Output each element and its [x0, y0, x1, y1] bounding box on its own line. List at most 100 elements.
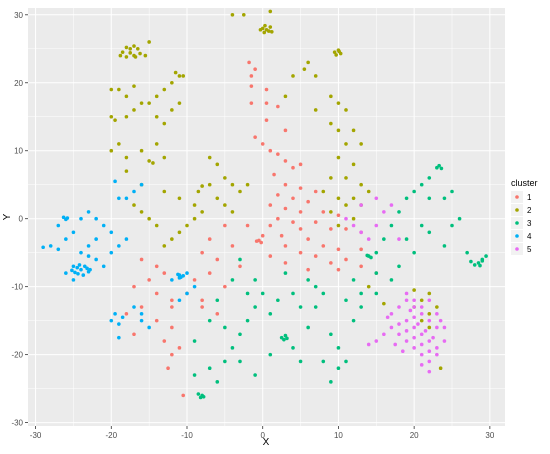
data-point-cluster-2	[109, 87, 114, 92]
data-point-cluster-2	[270, 29, 274, 34]
data-point-cluster-2	[427, 325, 432, 330]
data-point-cluster-2	[268, 9, 273, 14]
data-point-cluster-1	[306, 237, 310, 241]
data-point-cluster-4	[177, 298, 182, 303]
data-point-cluster-3	[437, 163, 441, 168]
data-point-cluster-2	[124, 155, 129, 160]
data-point-cluster-1	[247, 60, 251, 65]
data-point-cluster-4	[64, 271, 68, 275]
data-point-cluster-1	[177, 346, 182, 350]
data-point-cluster-2	[351, 216, 356, 221]
data-point-cluster-5	[374, 339, 379, 343]
plot-panel	[28, 8, 505, 426]
data-point-cluster-2	[382, 301, 386, 306]
data-point-cluster-2	[332, 50, 337, 54]
data-point-cluster-2	[147, 216, 151, 221]
data-point-cluster-2	[124, 55, 129, 59]
data-point-cluster-2	[124, 114, 129, 119]
data-point-cluster-4	[192, 284, 197, 289]
data-point-cluster-1	[268, 148, 273, 153]
data-point-cluster-4	[124, 196, 129, 201]
data-point-cluster-2	[139, 148, 144, 153]
data-point-cluster-4	[56, 223, 61, 228]
data-point-cluster-5	[412, 346, 416, 350]
data-point-cluster-1	[279, 233, 284, 238]
data-point-cluster-4	[120, 315, 125, 320]
data-point-cluster-2	[132, 108, 136, 112]
data-point-cluster-3	[253, 278, 257, 282]
data-point-cluster-1	[283, 159, 288, 163]
data-point-cluster-1	[215, 257, 220, 262]
data-point-cluster-2	[147, 101, 151, 105]
data-point-cluster-2	[154, 142, 159, 146]
data-point-cluster-1	[313, 220, 318, 224]
data-point-cluster-5	[435, 352, 439, 357]
data-point-cluster-4	[113, 312, 117, 316]
data-point-cluster-5	[412, 298, 416, 303]
data-point-cluster-1	[291, 165, 295, 170]
data-point-cluster-2	[334, 53, 338, 57]
legend-key-cluster-3	[515, 221, 519, 225]
data-point-cluster-3	[207, 366, 212, 371]
data-point-cluster-4	[117, 244, 121, 248]
data-point-cluster-4	[71, 230, 76, 235]
data-point-cluster-3	[268, 352, 273, 357]
data-point-cluster-4	[65, 216, 70, 220]
data-point-cluster-4	[64, 237, 68, 241]
data-point-cluster-2	[128, 51, 133, 55]
data-point-cluster-1	[283, 261, 288, 265]
data-point-cluster-2	[344, 176, 348, 180]
data-point-cluster-1	[298, 250, 303, 255]
data-point-cluster-2	[419, 298, 424, 303]
data-point-cluster-5	[435, 325, 439, 330]
data-point-cluster-4	[117, 335, 121, 340]
data-point-cluster-3	[201, 394, 206, 399]
data-point-cluster-4	[94, 237, 98, 241]
y-axis-ticks: -30 -20 -10 0 10 20 30	[11, 11, 28, 428]
data-point-cluster-2	[215, 162, 220, 167]
data-point-cluster-1	[313, 189, 318, 194]
data-point-cluster-2	[359, 182, 363, 187]
data-point-cluster-3	[291, 346, 295, 350]
data-point-cluster-5	[427, 318, 432, 323]
data-point-cluster-3	[476, 261, 481, 265]
data-point-cluster-2	[132, 84, 136, 88]
data-point-cluster-1	[223, 284, 227, 289]
data-point-cluster-2	[329, 94, 333, 99]
data-point-cluster-3	[480, 259, 485, 263]
x-tick-label: -20	[106, 431, 118, 440]
data-point-cluster-3	[313, 305, 318, 309]
data-point-cluster-5	[412, 335, 416, 340]
data-point-cluster-1	[254, 239, 259, 243]
data-point-cluster-2	[133, 55, 138, 59]
data-point-cluster-5	[366, 237, 371, 241]
x-tick-label: 0	[260, 431, 265, 440]
data-point-cluster-4	[139, 182, 144, 187]
data-point-cluster-3	[223, 359, 227, 364]
data-point-cluster-3	[215, 380, 220, 384]
legend-label-cluster-1: 1	[527, 193, 532, 202]
legend-label-cluster-4: 4	[527, 232, 532, 241]
data-point-cluster-5	[412, 325, 416, 330]
legend-key-cluster-5	[515, 247, 519, 251]
data-point-cluster-3	[230, 278, 235, 282]
data-point-cluster-3	[359, 305, 363, 309]
data-point-cluster-1	[264, 87, 269, 92]
data-point-cluster-2	[366, 189, 371, 194]
data-point-cluster-2	[313, 74, 318, 78]
data-point-cluster-2	[170, 108, 174, 112]
data-point-cluster-3	[283, 333, 288, 338]
data-point-cluster-2	[162, 87, 167, 92]
data-point-cluster-5	[382, 210, 386, 214]
data-point-cluster-2	[262, 30, 267, 35]
data-point-cluster-2	[170, 237, 174, 241]
data-point-cluster-2	[351, 196, 356, 201]
data-point-cluster-2	[258, 27, 263, 32]
data-point-cluster-2	[162, 189, 167, 194]
data-point-cluster-4	[113, 179, 117, 184]
data-point-cluster-2	[438, 366, 443, 371]
data-point-cluster-3	[192, 373, 197, 377]
data-point-cluster-2	[336, 155, 341, 160]
data-point-cluster-2	[302, 67, 307, 71]
